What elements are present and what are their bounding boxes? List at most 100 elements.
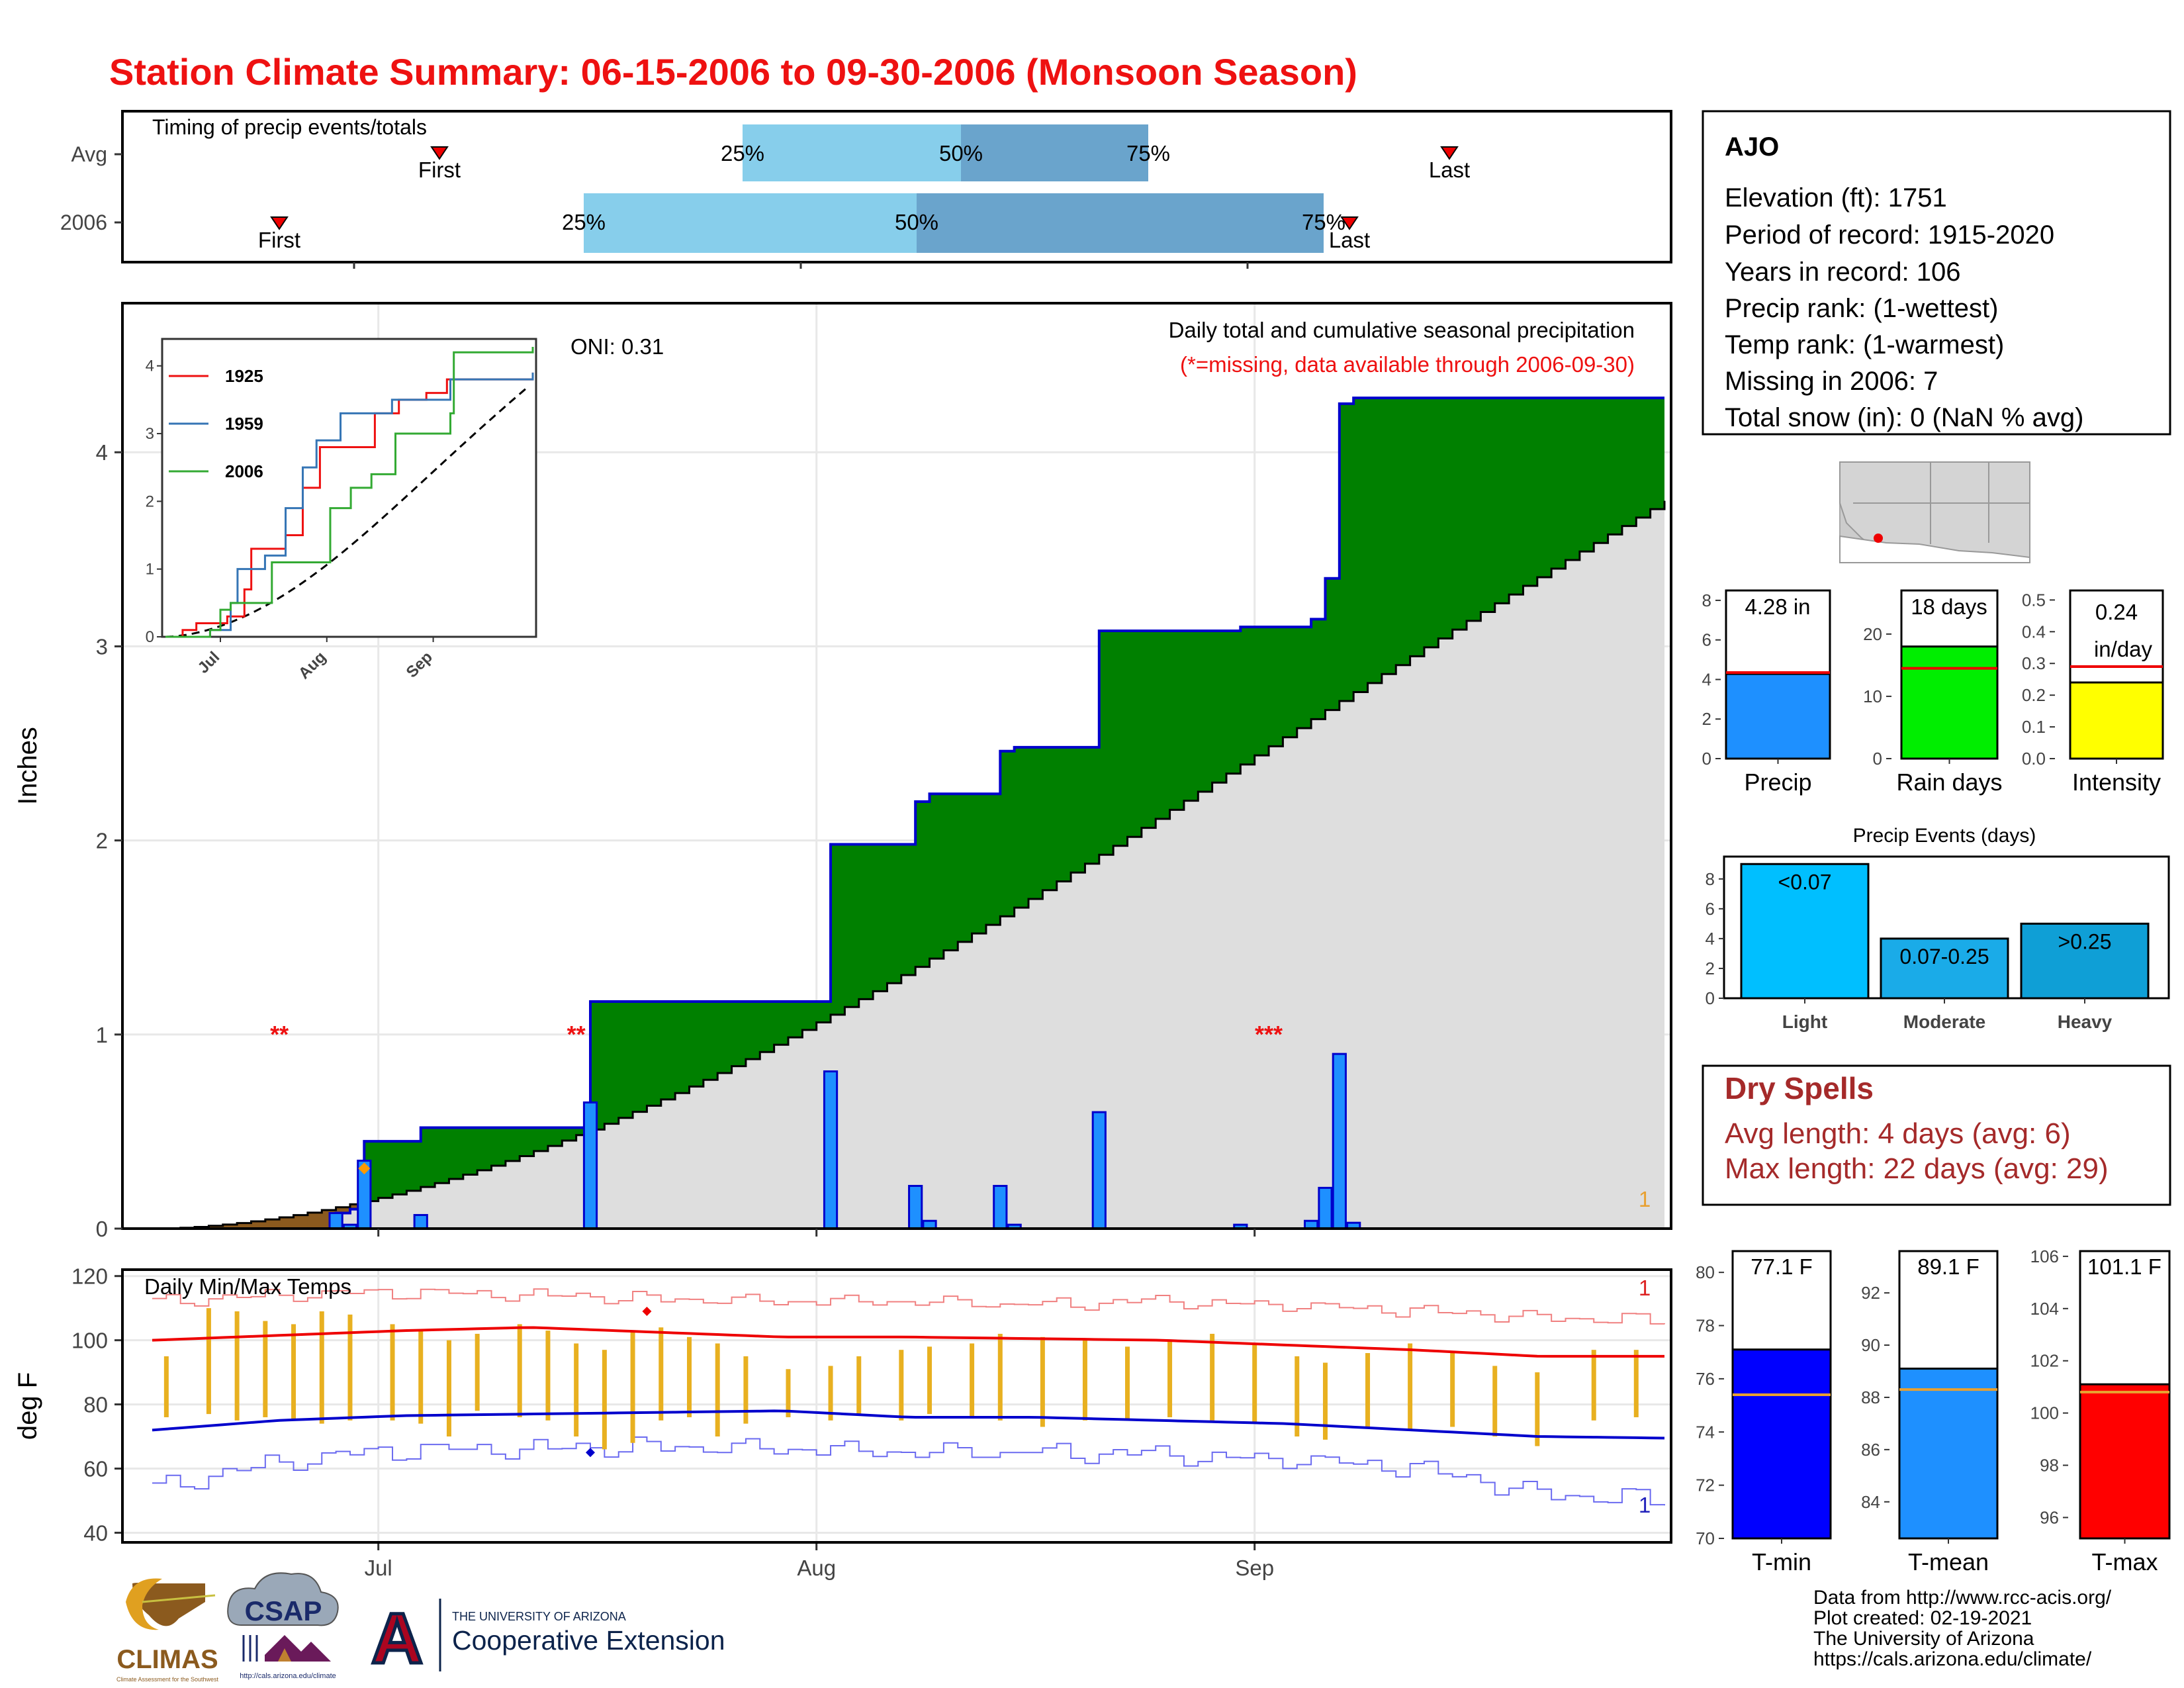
avg-row-label: Avg (71, 142, 107, 166)
precip-summary-ytick-label-6: 6 (1702, 630, 1711, 650)
footer-line-data: Data from http://www.rcc-acis.org/ (1813, 1587, 2112, 1609)
temp-xtick-label-Jul: Jul (365, 1556, 392, 1580)
precip-ytick-label-4: 4 (96, 440, 108, 465)
intensity-summary-ytick-label-0.0: 0.0 (2022, 749, 2046, 769)
station-line-temp-rank: Temp rank: (1-warmest) (1725, 330, 2004, 359)
avg-last-label: Last (1429, 158, 1470, 182)
temp-corner-top: 1 (1639, 1276, 1651, 1300)
temp-content: 40 60 80 100 120 Jul Aug Sep (71, 1264, 1671, 1580)
record-low-marker (586, 1448, 596, 1458)
daily-temp-range-bar (856, 1356, 862, 1415)
precip-ytick-label-1: 1 (96, 1023, 108, 1047)
daily-temp-range-bar (1167, 1340, 1173, 1417)
t-min-summary-ytick-label-76: 76 (1696, 1369, 1715, 1389)
precip-events-category-light: Light (1782, 1011, 1827, 1032)
daily-temp-range-bar (1040, 1336, 1045, 1427)
t-mean-summary-ytick-label-92: 92 (1861, 1283, 1880, 1303)
precip-events-ytick-label-8: 8 (1706, 869, 1715, 889)
below-average-area (336, 1207, 351, 1213)
t-max-summary-ytick-label-98: 98 (2040, 1456, 2059, 1476)
daily-precip-bar (328, 1212, 343, 1230)
daily-temp-range-bar (446, 1340, 451, 1437)
daily-temp-range-bar (1365, 1353, 1371, 1427)
inset-average-line (165, 385, 530, 638)
precip-events-category-moderate: Moderate (1903, 1011, 1985, 1032)
dry-spells-title: Dry Spells (1725, 1071, 1874, 1105)
daily-temp-range-bar (545, 1331, 551, 1421)
temp-ytick-label-80: 80 (83, 1393, 108, 1417)
daily-temp-range-bar (418, 1331, 424, 1424)
y2006-q75-label: 75% (1302, 210, 1345, 234)
t-max-summary-value-bar (2079, 1383, 2171, 1540)
t-max-summary-ytick-label-96: 96 (2040, 1507, 2059, 1527)
daily-temp-range-bar (206, 1308, 211, 1415)
daily-temp-range-bar (1591, 1350, 1596, 1421)
dry-spells-max: Max length: 22 days (avg: 29) (1725, 1152, 2109, 1185)
temp-panel-title: Daily Min/Max Temps (144, 1274, 351, 1299)
precip-events-category-heavy: Heavy (2058, 1011, 2113, 1032)
precip-ytick-label-2: 2 (96, 829, 108, 853)
t-min-summary-ytick-label-74: 74 (1696, 1422, 1715, 1442)
t-min-summary-ytick-label-80: 80 (1696, 1262, 1715, 1282)
t-mean-summary-ytick-label-90: 90 (1861, 1335, 1880, 1355)
t-mean-summary-ytick-label-84: 84 (1861, 1492, 1880, 1512)
daily-temp-range-bar (574, 1343, 579, 1437)
t-min-summary-ytick-label-78: 78 (1696, 1316, 1715, 1336)
rain-days-summary-ytick-label-20: 20 (1863, 624, 1882, 644)
missing-data-mark: ** (567, 1021, 586, 1048)
y2006-first-marker (270, 216, 289, 230)
csap-logo-text: CSAP (245, 1595, 322, 1626)
intensity-summary-unit: in/day (2094, 637, 2153, 661)
daily-temp-range-bar (319, 1311, 324, 1424)
daily-precip-bar (908, 1184, 923, 1230)
inset-ytick-label-1: 1 (146, 561, 154, 579)
daily-temp-range-bar (686, 1336, 692, 1417)
avg-q25-label: 25% (721, 141, 764, 165)
t-min-summary-value: 77.1 F (1751, 1254, 1813, 1279)
inset-ytick-label-4: 4 (146, 357, 154, 375)
record-min-line (152, 1436, 1665, 1506)
station-line-snow: Total snow (in): 0 (NaN % avg) (1725, 403, 2083, 432)
daily-precip-bar (823, 1070, 839, 1230)
precip-y-label: Inches (13, 727, 42, 805)
daily-temp-range-bar (997, 1333, 1003, 1421)
cumulative-precip-line (152, 397, 1664, 1230)
station-info-box: AJO Elevation (ft): 1751 Period of recor… (1702, 110, 2171, 436)
precip-axes: 0 1 2 3 4 (96, 440, 1256, 1241)
y2006-row-label: 2006 (60, 211, 107, 234)
daily-temp-range-bar (163, 1356, 169, 1417)
record-high-marker (642, 1307, 652, 1317)
dry-spells-box: Dry Spells Avg length: 4 days (avg: 6) M… (1702, 1064, 2171, 1206)
daily-temp-range-bar (263, 1321, 268, 1417)
precip-events-bar-light (1740, 863, 1870, 1000)
y2006-q50-label: 50% (895, 210, 938, 234)
temp-ytick-label-120: 120 (71, 1264, 108, 1289)
t-min-summary-label: T-min (1752, 1548, 1811, 1575)
below-average-area (307, 1212, 322, 1229)
y2006-q25-label: 25% (562, 210, 606, 234)
inset-legend-label-2006: 2006 (225, 461, 263, 481)
avg-25-50-bar (743, 124, 961, 181)
t-max-summary-ytick-label-102: 102 (2030, 1351, 2059, 1371)
precip-events-bar-label-heavy: >0.25 (2058, 929, 2112, 953)
intensity-summary-ytick-label-0.3: 0.3 (2022, 653, 2046, 673)
inset-ytick-label-3: 3 (146, 425, 154, 443)
daily-temp-range-bar (828, 1366, 833, 1421)
avg-min-line (152, 1409, 1665, 1440)
station-line-elevation: Elevation (ft): 1751 (1725, 183, 1947, 212)
daily-temp-range-bar (786, 1369, 791, 1417)
highlight-marker (358, 1162, 371, 1175)
daily-temp-range-bar (1322, 1362, 1328, 1440)
footer-line-university: The University of Arizona (1813, 1628, 2034, 1650)
precip-events-bar-label-moderate: 0.07-0.25 (1899, 945, 1989, 968)
rain-days-summary-ytick-label-10: 10 (1863, 686, 1882, 706)
daily-temp-range-bar (390, 1324, 395, 1421)
station-line-precip-rank: Precip rank: (1-wettest) (1725, 294, 1998, 323)
inset-legend-label-1959: 1959 (225, 414, 263, 434)
avg-50-75-bar (961, 124, 1148, 181)
below-average-area (208, 1225, 224, 1229)
below-average-area (251, 1221, 266, 1229)
daily-temp-range-bar (602, 1350, 607, 1450)
t-mean-summary-value-bar (1898, 1368, 1999, 1540)
